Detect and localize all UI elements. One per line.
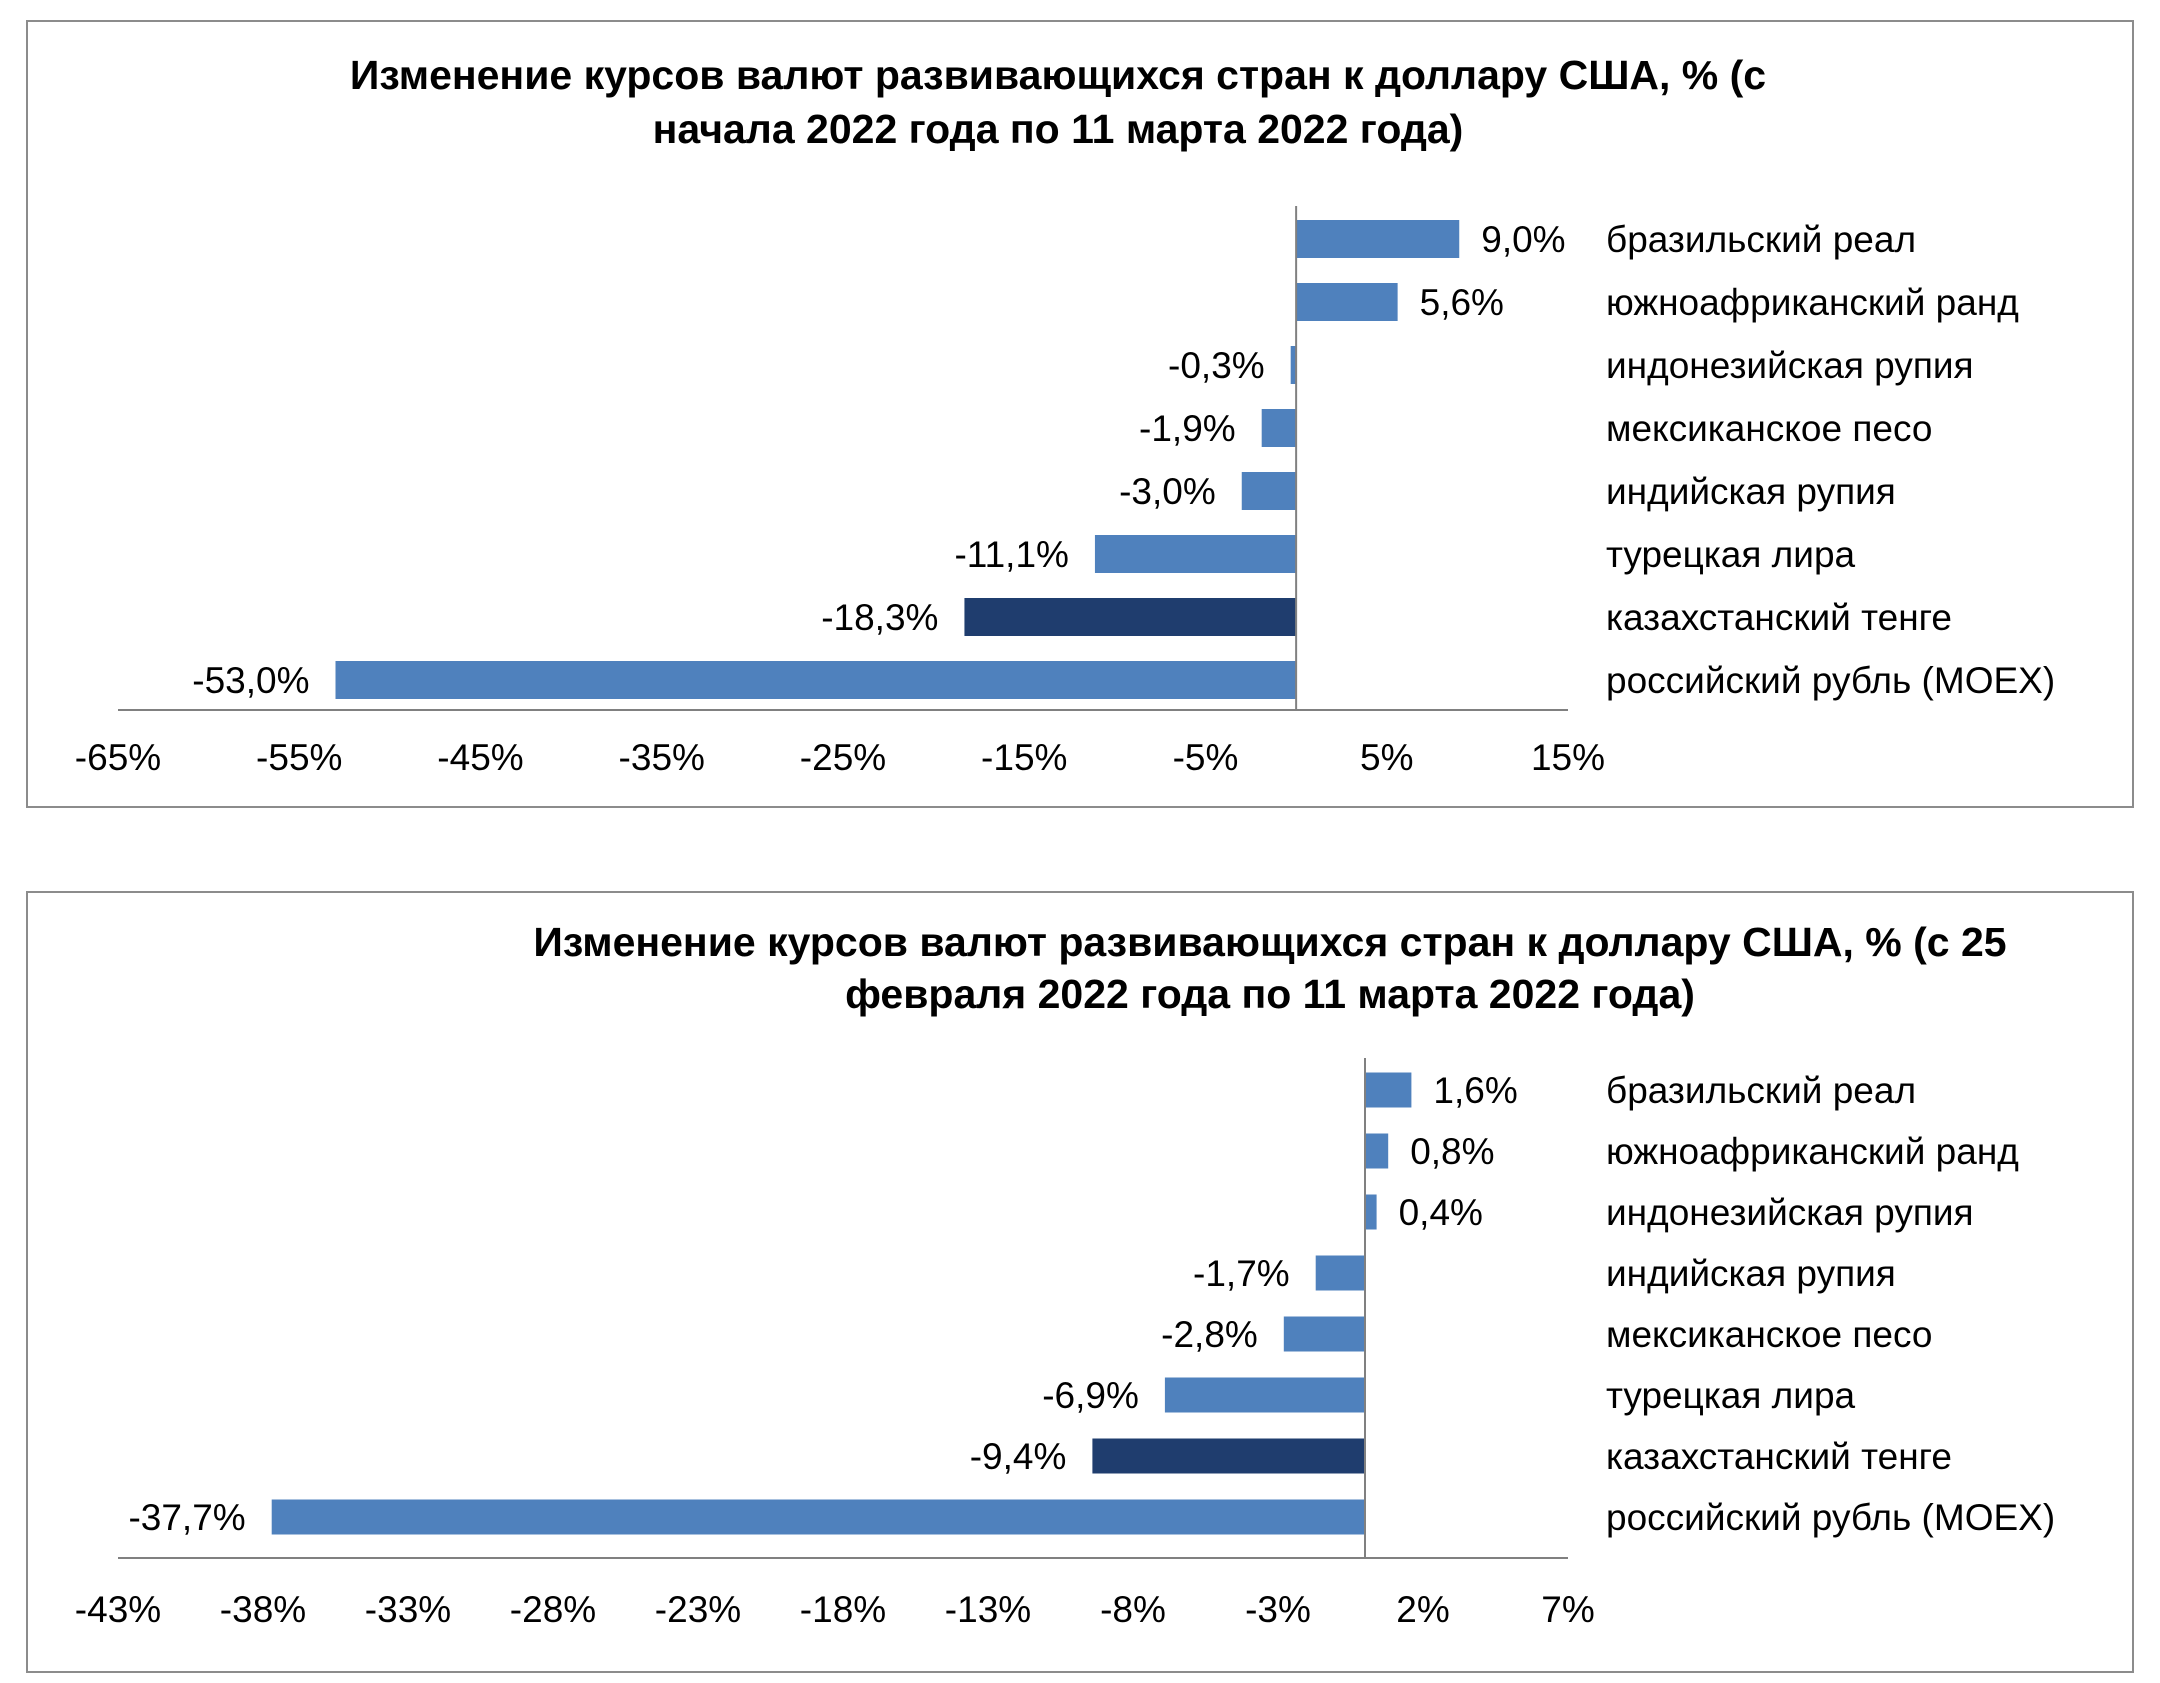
x-tick-label: 2% — [1396, 1589, 1449, 1630]
x-tick-label: -28% — [510, 1589, 596, 1630]
bar — [1365, 1133, 1389, 1169]
data-label: -1,9% — [1139, 408, 1236, 449]
x-tick-label: -5% — [1173, 737, 1239, 778]
category-label: российский рубль (MOEX) — [1606, 660, 2055, 701]
bar — [335, 661, 1297, 699]
bar — [1315, 1255, 1365, 1291]
bar — [964, 598, 1297, 636]
x-tick-label: -18% — [800, 1589, 886, 1630]
chart-title-line: февраля 2022 года по 11 марта 2022 года) — [845, 971, 1695, 1017]
data-label: -18,3% — [821, 597, 938, 638]
x-tick-label: -65% — [75, 737, 161, 778]
category-label: бразильский реал — [1606, 1070, 1916, 1111]
data-label: -6,9% — [1042, 1375, 1139, 1416]
category-label: турецкая лира — [1606, 1375, 1856, 1416]
bar-chart-1: Изменение курсов валют развивающихся стр… — [75, 52, 2055, 778]
data-label: -0,3% — [1168, 345, 1265, 386]
x-tick-label: -45% — [437, 737, 523, 778]
category-label: индонезийская рупия — [1606, 1192, 1974, 1233]
x-tick-label: -15% — [981, 737, 1067, 778]
x-tick-label: -8% — [1100, 1589, 1166, 1630]
category-label: казахстанский тенге — [1606, 1436, 1952, 1477]
data-label: -37,7% — [128, 1497, 245, 1538]
data-label: 0,4% — [1399, 1192, 1483, 1233]
bar-chart-2: Изменение курсов валют развивающихся стр… — [75, 919, 2055, 1630]
data-label: 9,0% — [1481, 219, 1565, 260]
data-label: -3,0% — [1119, 471, 1216, 512]
x-tick-label: -3% — [1245, 1589, 1311, 1630]
bar — [1283, 1316, 1365, 1352]
x-tick-label: -35% — [619, 737, 705, 778]
x-tick-label: -25% — [800, 737, 886, 778]
data-label: -11,1% — [954, 534, 1069, 575]
bar — [1241, 472, 1297, 510]
category-label: южноафриканский ранд — [1606, 1131, 2019, 1172]
category-label: индонезийская рупия — [1606, 345, 1974, 386]
bar — [1164, 1377, 1365, 1413]
chart-panel-1: Изменение курсов валют развивающихся стр… — [26, 20, 2134, 808]
bar — [1296, 220, 1460, 258]
x-tick-label: -43% — [75, 1589, 161, 1630]
x-tick-label: -55% — [256, 737, 342, 778]
bar — [1296, 283, 1398, 321]
bar — [1094, 535, 1297, 573]
category-label: бразильский реал — [1606, 219, 1916, 260]
category-label: мексиканское песо — [1606, 408, 1932, 449]
x-tick-label: 15% — [1531, 737, 1605, 778]
chart-panel-2: Изменение курсов валют развивающихся стр… — [26, 891, 2134, 1673]
data-label: 1,6% — [1433, 1070, 1517, 1111]
category-label: индийская рупия — [1606, 471, 1896, 512]
x-tick-label: -38% — [220, 1589, 306, 1630]
x-tick-label: -23% — [655, 1589, 741, 1630]
bar — [1365, 1072, 1412, 1108]
data-label: -53,0% — [192, 660, 309, 701]
data-label: 0,8% — [1410, 1131, 1494, 1172]
chart-title-line: Изменение курсов валют развивающихся стр… — [533, 919, 2006, 965]
category-label: турецкая лира — [1606, 534, 1856, 575]
bar — [271, 1499, 1366, 1535]
category-label: индийская рупия — [1606, 1253, 1896, 1294]
data-label: -9,4% — [970, 1436, 1067, 1477]
x-tick-label: 7% — [1541, 1589, 1594, 1630]
data-label: -1,7% — [1193, 1253, 1290, 1294]
chart-title-line: начала 2022 года по 11 марта 2022 года) — [653, 106, 1464, 152]
category-label: мексиканское песо — [1606, 1314, 1932, 1355]
category-label: российский рубль (MOEX) — [1606, 1497, 2055, 1538]
bar — [1261, 409, 1297, 447]
x-tick-label: 5% — [1360, 737, 1413, 778]
category-label: южноафриканский ранд — [1606, 282, 2019, 323]
bar — [1290, 346, 1297, 384]
x-tick-label: -33% — [365, 1589, 451, 1630]
x-tick-label: -13% — [945, 1589, 1031, 1630]
bar — [1092, 1438, 1365, 1474]
bar — [1365, 1194, 1377, 1230]
data-label: -2,8% — [1161, 1314, 1258, 1355]
category-label: казахстанский тенге — [1606, 597, 1952, 638]
chart-title-line: Изменение курсов валют развивающихся стр… — [350, 52, 1766, 98]
data-label: 5,6% — [1420, 282, 1504, 323]
